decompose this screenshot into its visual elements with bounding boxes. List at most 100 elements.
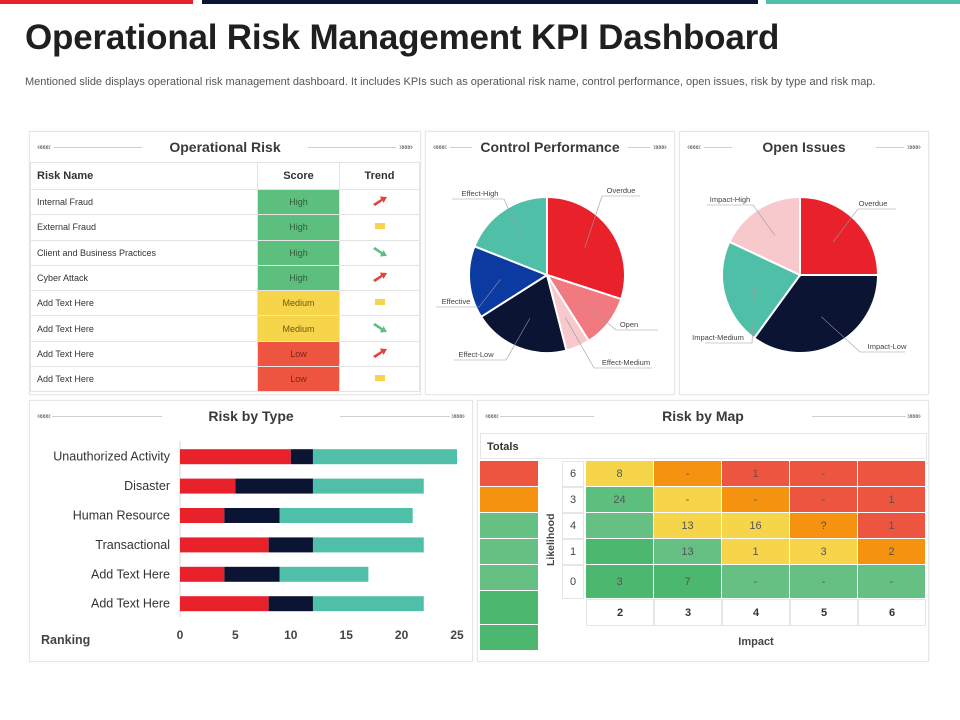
operational-risk-panel: «««« Operational Risk »»»» Risk Name Sco… [29, 131, 421, 395]
heatmap-cell [586, 539, 653, 564]
heatmap-cell: - [654, 461, 721, 486]
likelihood-tick: 6 [562, 461, 584, 487]
pie-slice-impact-high [728, 195, 801, 277]
heatmap-cell: 13 [654, 513, 721, 538]
leader-line [821, 316, 905, 353]
category-label: Transactional [95, 538, 170, 552]
impact-tick: 3 [654, 599, 722, 626]
column-header-risk-name: Risk Name [30, 162, 258, 190]
open-issues-pie: Overdue Impact-Low Impact-Medium Impact-Hig… [692, 195, 907, 354]
trend-flat-icon [372, 299, 388, 310]
table-row: Add Text Here Low [30, 366, 420, 393]
impact-tick: 4 [722, 599, 790, 626]
leader-line [436, 279, 501, 308]
trend-flat-icon [372, 223, 388, 234]
totals-label: Totals [480, 433, 927, 459]
open-issues-panel: «««« Open Issues »»»» Overdue Impact-Low I… [679, 131, 929, 395]
pie-label: Impact-Low [868, 342, 907, 351]
totals-cell [480, 461, 538, 486]
risk-name: Add Text Here [30, 290, 258, 317]
x-axis-label: Ranking [41, 633, 90, 647]
pie-slice-overdue [799, 195, 880, 276]
leader-line [705, 286, 755, 344]
leader-line [454, 318, 531, 361]
pie-label: Effect-Low [458, 350, 494, 359]
heatmap-cell: 1 [722, 461, 789, 486]
top-accent-navy [202, 0, 758, 4]
pie-slice-impact-low [752, 274, 880, 354]
header-rule [54, 147, 142, 148]
pie-label: Effect-Medium [602, 358, 650, 367]
category-label: Human Resource [73, 509, 170, 523]
heatmap-cell [858, 461, 925, 486]
heatmap-cell [586, 513, 653, 538]
category-label: Disaster [124, 479, 170, 493]
control-performance-pie: Overdue Open Effect-Medium Effect-Low Effect… [436, 186, 658, 369]
risk-trend [339, 214, 420, 241]
bar-segment-series-1 [180, 537, 269, 553]
bar-segment-series-3 [312, 596, 424, 612]
heatmap-cell: 3 [586, 565, 653, 598]
risk-name: Add Text Here [30, 340, 258, 368]
totals-cell [480, 513, 538, 538]
risk-name: Client and Business Practices [30, 239, 258, 266]
leader-line [707, 204, 776, 236]
risk-name: Add Text Here [30, 366, 258, 393]
panel-header: «««« Open Issues »»»» [680, 132, 928, 162]
likelihood-tick: 3 [562, 487, 584, 513]
bar-segment-series-1 [180, 449, 291, 465]
heatmap-cell: 7 [654, 565, 721, 598]
double-chevron-right-icon: »»»» [906, 141, 921, 152]
risk-name: Add Text Here [30, 315, 258, 342]
bar-segment-series-2 [224, 566, 280, 582]
double-chevron-left-icon: «««« [37, 410, 51, 421]
double-chevron-right-icon: »»»» [652, 141, 667, 152]
control-performance-chart: Overdue Open Effect-Medium Effect-Low Effect… [426, 162, 674, 392]
leader-line [832, 208, 896, 243]
header-rule [308, 147, 396, 148]
table-row: Client and Business Practices High [30, 239, 420, 266]
leader-line [565, 317, 652, 369]
table-row: External Fraud High [30, 214, 420, 241]
risk-score-badge: Low [257, 340, 340, 368]
panel-title: Control Performance [472, 139, 628, 155]
totals-cell [480, 625, 538, 650]
risk-trend [339, 340, 420, 368]
risk-name: External Fraud [30, 214, 258, 241]
risk-trend [339, 366, 420, 393]
risk-name: Cyber Attack [30, 264, 258, 292]
heatmap-cell: - [858, 565, 925, 598]
risk-score-badge: High [257, 239, 340, 266]
heatmap-cell: 8 [586, 461, 653, 486]
trend-down-arrow-icon [372, 246, 388, 260]
heatmap-cell: - [722, 565, 789, 598]
double-chevron-left-icon: «««« [687, 141, 701, 152]
risk-score-badge: High [257, 188, 340, 216]
risk-by-type-chart: Unauthorized Activity Disaster Human Resou… [41, 441, 464, 647]
bar-segment-series-2 [268, 596, 313, 612]
category-label: Add Text Here [91, 567, 170, 581]
likelihood-tick: 4 [562, 513, 584, 539]
trend-flat-icon [372, 375, 388, 386]
pie-label: Impact-Medium [692, 333, 744, 342]
leader-line [583, 303, 658, 331]
bar-segment-series-3 [312, 449, 457, 465]
pie-label: Effect-High [462, 189, 499, 198]
header-rule [52, 416, 162, 417]
risk-score-badge: Low [257, 366, 340, 393]
double-chevron-left-icon: «««« [485, 410, 499, 421]
bar-segment-series-3 [312, 537, 424, 553]
bar-segment-series-2 [268, 537, 313, 553]
pie-slice-effect-high [473, 195, 548, 277]
trend-up-arrow-icon [372, 348, 388, 361]
risk-score-badge: Medium [257, 290, 340, 317]
y-axis-label: Likelihood [545, 513, 557, 567]
x-tick-label: 15 [340, 628, 354, 642]
bar-segment-series-1 [180, 566, 225, 582]
bar-segment-series-2 [235, 478, 313, 494]
open-issues-chart: Overdue Impact-Low Impact-Medium Impact-Hig… [680, 162, 928, 392]
risk-score-badge: Medium [257, 315, 340, 342]
table-header-row: Risk Name Score Trend [30, 162, 420, 190]
double-chevron-right-icon: »»»» [906, 410, 921, 421]
panel-title: Risk by Map [654, 408, 752, 424]
